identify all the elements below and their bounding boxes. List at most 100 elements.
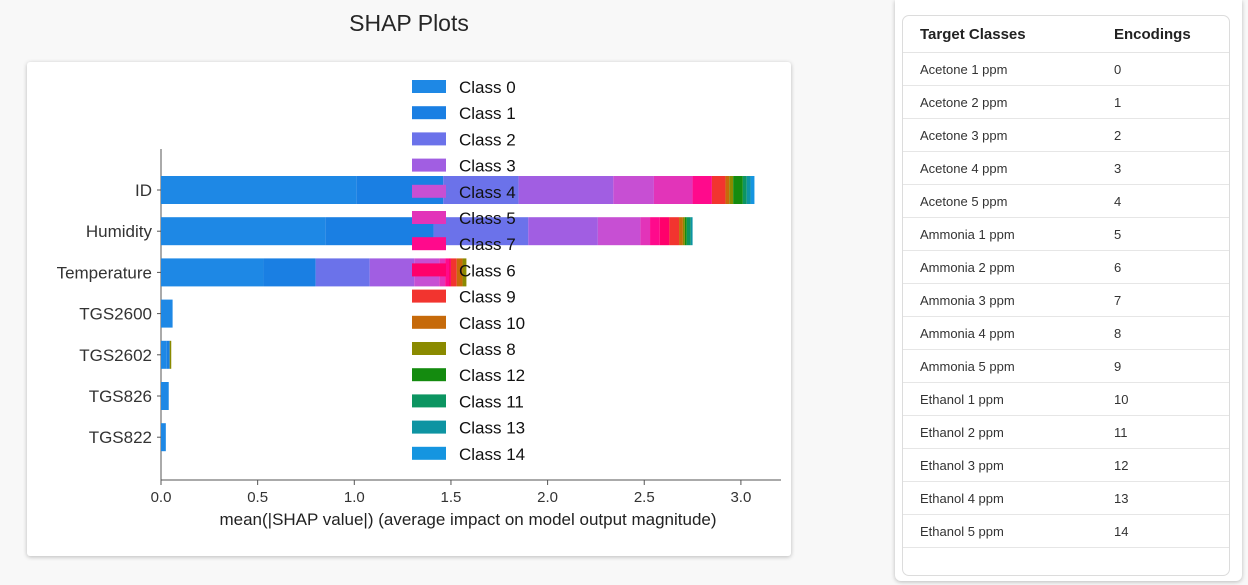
table-header-row: Target Classes Encodings xyxy=(903,16,1229,53)
legend-swatch-class-11 xyxy=(412,394,446,408)
bar-segment-temperature-class-2 xyxy=(315,258,370,287)
legend-swatch-class-8 xyxy=(412,342,446,355)
table-row: Acetone 2 ppm 1 xyxy=(903,85,1229,119)
bar-segment-temperature-class-0 xyxy=(161,258,264,287)
bar-segment-humidity-class-3 xyxy=(528,217,598,246)
target-class-cell: Acetone 1 ppm xyxy=(903,52,1104,86)
legend-label-class-5: Class 5 xyxy=(459,209,516,228)
legend-swatch-class-10 xyxy=(412,315,446,329)
encoding-cell: 5 xyxy=(1104,217,1229,251)
header-target-classes[interactable]: Target Classes xyxy=(903,16,1104,53)
legend-swatch-class-2 xyxy=(412,132,446,146)
encoding-cell: 0 xyxy=(1104,52,1229,86)
bar-segment-humidity-class-6 xyxy=(659,217,670,246)
bar-segment-id-class-3 xyxy=(518,176,614,204)
encoding-cell: 10 xyxy=(1104,382,1229,416)
bar-segment-humidity-class-11 xyxy=(686,217,691,246)
shap-chart-card: ID Humidity Temperature TGS2600 TGS2602 TGS82… xyxy=(27,62,791,556)
legend-label-class-12: Class 12 xyxy=(459,366,525,385)
legend-label-class-11: Class 11 xyxy=(459,392,524,411)
x-tick-label: 0.5 xyxy=(247,489,268,506)
target-class-cell: Ammonia 3 ppm xyxy=(903,283,1104,317)
y-tick-label-humidity: Humidity xyxy=(86,222,153,241)
table-row: Ammonia 2 ppm 6 xyxy=(903,250,1229,284)
encoding-cell: 8 xyxy=(1104,316,1229,350)
target-class-cell: Ammonia 1 ppm xyxy=(903,217,1104,251)
legend-swatch-class-13 xyxy=(412,420,446,434)
header-encodings[interactable]: Encodings xyxy=(1104,16,1229,53)
target-class-cell: Ethanol 5 ppm xyxy=(903,514,1104,548)
bar-segment-id-class-7 xyxy=(692,176,712,204)
encoding-cell: 14 xyxy=(1104,514,1229,548)
legend-swatch-class-7 xyxy=(412,237,446,251)
target-class-cell: Acetone 4 ppm xyxy=(903,151,1104,185)
encoding-cell: 2 xyxy=(1104,118,1229,152)
encoding-cell: 7 xyxy=(1104,283,1229,317)
encoding-cell: 12 xyxy=(1104,448,1229,482)
bar-segment-temperature-class-9 xyxy=(450,258,457,287)
bar-segment-humidity-class-7 xyxy=(650,217,660,246)
x-tick-label: 1.0 xyxy=(344,489,365,506)
bar-segment-humidity-class-4 xyxy=(597,217,641,246)
target-class-cell: Ethanol 2 ppm xyxy=(903,415,1104,449)
encoding-cell: 6 xyxy=(1104,250,1229,284)
bar-segment-tgs826-class-0 xyxy=(161,382,169,410)
legend-label-class-0: Class 0 xyxy=(459,78,516,97)
encoding-cell: 3 xyxy=(1104,151,1229,185)
table-row: Ammonia 5 ppm 9 xyxy=(903,349,1229,383)
legend-swatch-class-3 xyxy=(412,158,446,172)
y-tick-label-tgs2602: TGS2602 xyxy=(79,346,152,365)
legend-label-class-14: Class 14 xyxy=(459,445,525,464)
shap-bar-chart: ID Humidity Temperature TGS2600 TGS2602 TGS82… xyxy=(57,78,781,529)
table-row: Ethanol 2 ppm 11 xyxy=(903,415,1229,449)
bar-segment-temperature-class-6 xyxy=(449,258,451,287)
encoding-cell: 4 xyxy=(1104,184,1229,218)
legend-swatch-class-1 xyxy=(412,106,446,120)
bar-segment-id-class-5 xyxy=(653,176,693,204)
legend-label-class-2: Class 2 xyxy=(459,130,516,149)
table-row: Ethanol 4 ppm 13 xyxy=(903,481,1229,515)
bar-segment-id-class-10 xyxy=(725,176,730,204)
target-class-cell: Acetone 5 ppm xyxy=(903,184,1104,218)
table-row: Ammonia 1 ppm 5 xyxy=(903,217,1229,251)
y-tick-label-tgs826: TGS826 xyxy=(89,387,152,406)
bar-segment-temperature-class-8 xyxy=(462,258,467,287)
table-row: Acetone 3 ppm 2 xyxy=(903,118,1229,152)
bar-segment-tgs822-class-0 xyxy=(161,423,166,452)
legend-label-class-9: Class 9 xyxy=(459,288,516,307)
legend-label-class-10: Class 10 xyxy=(459,314,525,333)
bar-segment-tgs2600-class-0 xyxy=(161,299,173,328)
bar-segment-id-class-2 xyxy=(443,176,519,204)
y-tick-label-tgs822: TGS822 xyxy=(89,428,152,447)
encodings-table-container: Target Classes Encodings Acetone 1 ppm 0 A… xyxy=(902,15,1230,576)
bar-segment-humidity-class-9 xyxy=(669,217,680,246)
encoding-cell: 1 xyxy=(1104,85,1229,119)
legend-swatch-class-0 xyxy=(412,80,446,93)
table-row: Ammonia 3 ppm 7 xyxy=(903,283,1229,317)
bar-segment-id-class-0 xyxy=(161,176,357,204)
legend-swatch-class-9 xyxy=(412,289,446,303)
legend-label-class-6: Class 6 xyxy=(459,261,516,280)
table-row: Ethanol 1 ppm 10 xyxy=(903,382,1229,416)
target-class-cell: Ammonia 5 ppm xyxy=(903,349,1104,383)
target-class-cell: Ethanol 3 ppm xyxy=(903,448,1104,482)
y-tick-label-temperature: Temperature xyxy=(57,263,152,282)
legend-swatch-class-5 xyxy=(412,211,446,224)
y-tick-label-tgs2600: TGS2600 xyxy=(79,305,152,324)
legend-label-class-7: Class 7 xyxy=(459,235,516,254)
legend-swatch-class-14 xyxy=(412,446,446,460)
target-class-cell: Acetone 3 ppm xyxy=(903,118,1104,152)
bar-segment-humidity-class-12 xyxy=(684,217,687,246)
x-tick-label: 2.0 xyxy=(537,489,558,506)
bar-segment-temperature-class-3 xyxy=(369,258,415,287)
bar-segment-humidity-class-5 xyxy=(640,217,651,246)
bar-segment-id-class-11 xyxy=(742,176,747,204)
legend-label-class-3: Class 3 xyxy=(459,157,516,176)
x-tick-label: 0.0 xyxy=(151,489,172,506)
table-row: Acetone 4 ppm 3 xyxy=(903,151,1229,185)
table-row: Acetone 1 ppm 0 xyxy=(903,52,1229,86)
bar-segment-temperature-class-7 xyxy=(445,258,450,287)
legend-label-class-13: Class 13 xyxy=(459,419,525,438)
legend-label-class-8: Class 8 xyxy=(459,340,516,359)
target-class-cell: Ethanol 1 ppm xyxy=(903,382,1104,416)
